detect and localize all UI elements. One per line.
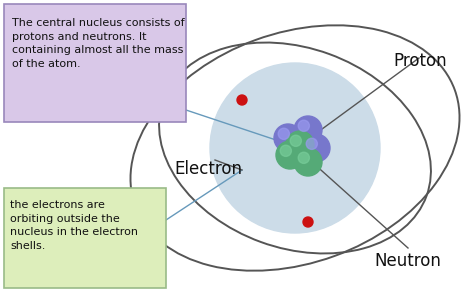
Text: the electrons are
orbiting outside the
nucleus in the electron
shells.: the electrons are orbiting outside the n…: [10, 200, 138, 251]
Circle shape: [298, 152, 310, 164]
Text: Electron: Electron: [174, 160, 242, 178]
Text: Neutron: Neutron: [374, 252, 441, 270]
Circle shape: [302, 134, 330, 162]
Text: Proton: Proton: [393, 52, 447, 70]
Circle shape: [306, 138, 318, 150]
Circle shape: [290, 135, 301, 146]
Circle shape: [278, 128, 290, 139]
Circle shape: [210, 63, 380, 233]
Circle shape: [294, 116, 322, 144]
Text: The central nucleus consists of
protons and neutrons. It
containing almost all t: The central nucleus consists of protons …: [12, 18, 185, 69]
Circle shape: [298, 120, 310, 131]
Circle shape: [276, 141, 304, 169]
FancyBboxPatch shape: [4, 4, 186, 122]
Circle shape: [237, 95, 247, 105]
Circle shape: [286, 131, 314, 159]
Circle shape: [294, 148, 322, 176]
FancyBboxPatch shape: [4, 188, 166, 288]
Circle shape: [303, 217, 313, 227]
Circle shape: [274, 124, 302, 152]
Circle shape: [280, 145, 292, 157]
